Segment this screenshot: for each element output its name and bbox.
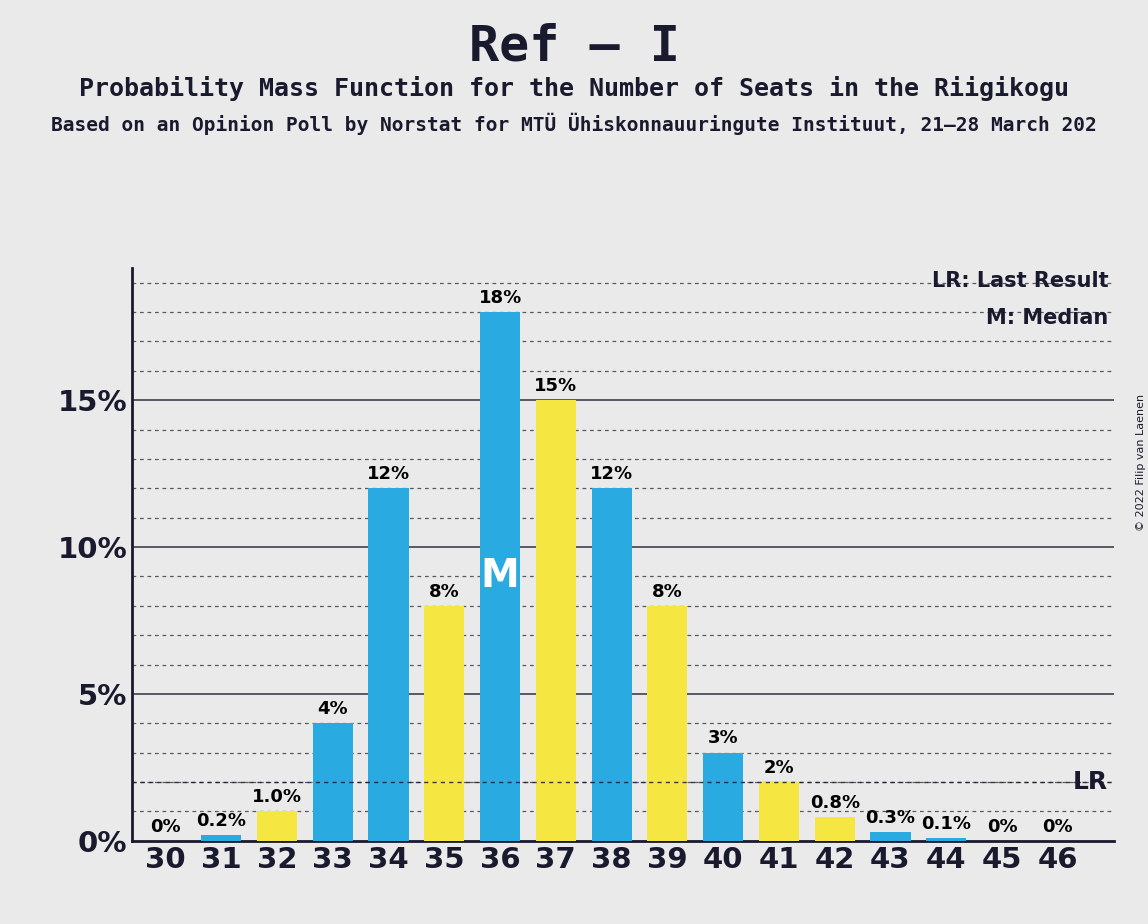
Text: 12%: 12% <box>590 465 634 483</box>
Bar <box>480 312 520 841</box>
Bar <box>257 811 297 841</box>
Text: 0%: 0% <box>987 818 1017 835</box>
Text: M: M <box>481 557 520 595</box>
Bar <box>369 488 409 841</box>
Text: 0%: 0% <box>150 818 180 835</box>
Text: 12%: 12% <box>367 465 410 483</box>
Text: Ref – I: Ref – I <box>468 22 680 70</box>
Text: 3%: 3% <box>708 729 738 748</box>
Text: 2%: 2% <box>763 759 794 777</box>
Text: 8%: 8% <box>429 582 459 601</box>
Bar <box>312 723 352 841</box>
Text: 18%: 18% <box>479 288 521 307</box>
Bar <box>703 753 743 841</box>
Bar <box>591 488 631 841</box>
Bar <box>425 606 465 841</box>
Text: 0.1%: 0.1% <box>921 815 971 833</box>
Text: Based on an Opinion Poll by Norstat for MTÜ Ühiskonnauuringute Instituut, 21–28 : Based on an Opinion Poll by Norstat for … <box>52 113 1096 135</box>
Bar <box>647 606 688 841</box>
Bar <box>926 838 967 841</box>
Text: © 2022 Filip van Laenen: © 2022 Filip van Laenen <box>1137 394 1146 530</box>
Text: LR: LR <box>1073 770 1108 794</box>
Text: M: Median: M: Median <box>986 308 1109 328</box>
Text: 0.2%: 0.2% <box>196 811 247 830</box>
Bar <box>759 782 799 841</box>
Text: 0.3%: 0.3% <box>866 808 915 827</box>
Text: 4%: 4% <box>318 700 348 718</box>
Text: 8%: 8% <box>652 582 683 601</box>
Text: 1.0%: 1.0% <box>253 788 302 806</box>
Bar <box>870 832 910 841</box>
Text: Probability Mass Function for the Number of Seats in the Riigikogu: Probability Mass Function for the Number… <box>79 76 1069 101</box>
Bar <box>815 818 855 841</box>
Text: 0%: 0% <box>1042 818 1073 835</box>
Text: 15%: 15% <box>534 377 577 395</box>
Text: 0.8%: 0.8% <box>809 794 860 812</box>
Bar <box>536 400 576 841</box>
Bar <box>201 835 241 841</box>
Text: LR: Last Result: LR: Last Result <box>932 271 1109 291</box>
